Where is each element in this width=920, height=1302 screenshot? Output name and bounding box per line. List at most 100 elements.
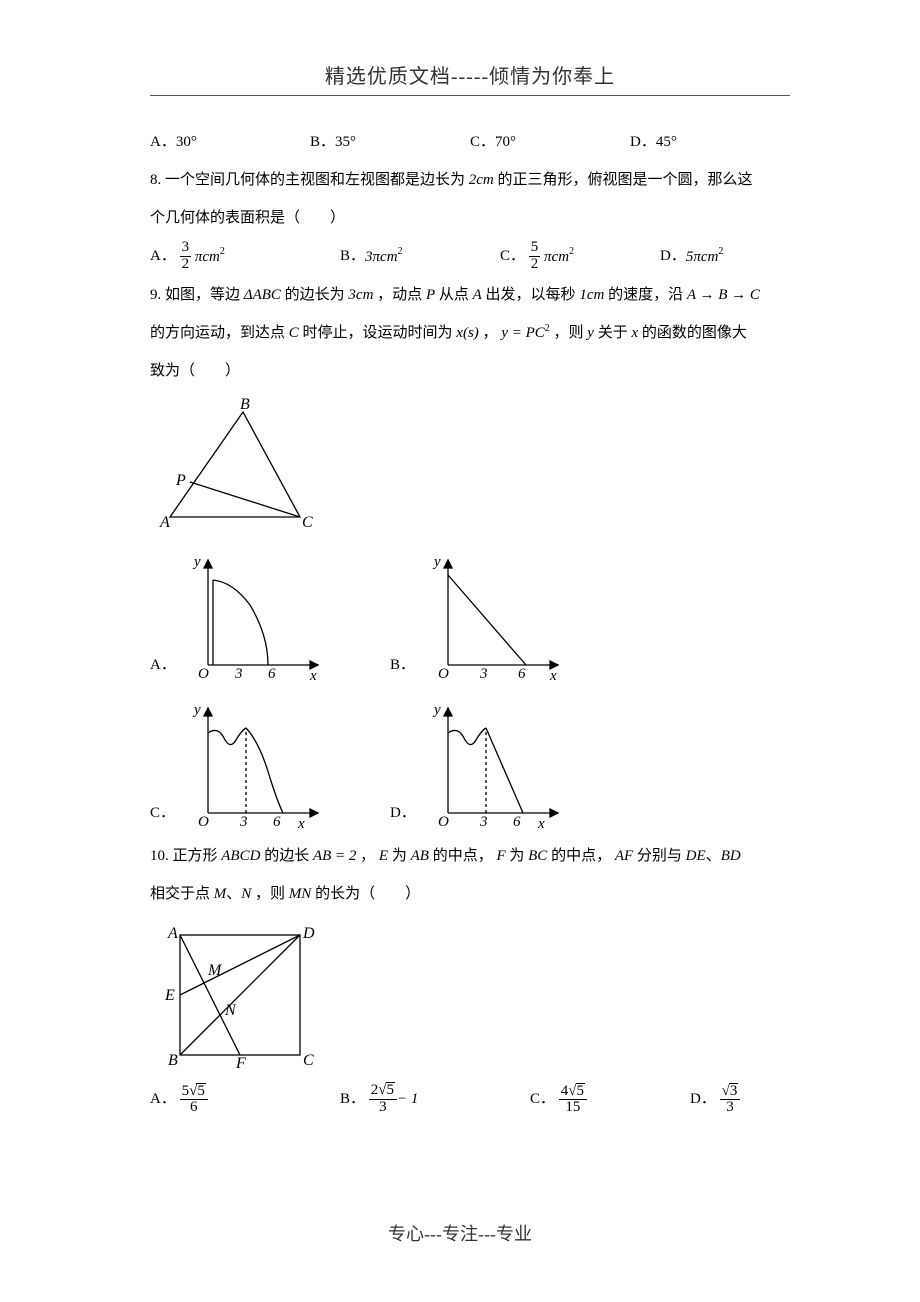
q10C-l: C． — [530, 1091, 555, 1107]
tri-A: A — [159, 514, 170, 531]
q10B-c: 2 — [371, 1082, 379, 1098]
q10a18: BD — [721, 848, 741, 864]
q8-s1a: 8. 一个空间几何体的主视图和左视图都是边长为 — [150, 172, 469, 188]
q10B-t: − 1 — [397, 1081, 418, 1117]
q8-a-label: A． — [150, 248, 176, 264]
q8-options: A． 32 πcm2 B．3πcm2 C． 52 πcm2 D．5πcm2 — [150, 238, 790, 275]
q10a10: F — [496, 848, 505, 864]
q8-s1b: 2cm — [469, 172, 494, 188]
gD-y: y — [432, 702, 441, 718]
q9-cell-d: D． y x O 3 6 — [390, 698, 610, 828]
sq-F: F — [235, 1055, 246, 1070]
q8-c-label: C． — [500, 248, 525, 264]
q9t7: 从点 — [435, 287, 473, 303]
q10D-frac: 3 3 — [720, 1083, 741, 1117]
sq-A: A — [167, 925, 178, 942]
q10D-r: 3 — [729, 1083, 739, 1100]
q10b6: MN — [289, 886, 312, 902]
q9-cell-b: B． y x O 3 6 — [390, 550, 610, 680]
q10-stem-line1: 10. 正方形 ABCD 的边长 AB = 2 ， E 为 AB 的中点， F … — [150, 838, 790, 874]
q10a7: 为 — [388, 848, 411, 864]
q8-c-den: 2 — [529, 257, 541, 273]
q9-stem-line3: 致为（ ） — [150, 353, 790, 389]
gC-x: x — [297, 816, 305, 828]
gA-x: x — [309, 668, 317, 680]
q9t10: 1cm — [579, 287, 604, 303]
q8-opt-b: B．3πcm2 — [340, 238, 500, 275]
gD-t3: 3 — [479, 814, 488, 828]
q9u5: ， — [479, 325, 502, 341]
q10b7: 的长为（ ） — [311, 886, 420, 902]
q10A-l: A． — [150, 1091, 176, 1107]
gB-o: O — [438, 666, 449, 680]
gD-x: x — [537, 816, 545, 828]
q7-opt-a: A．30° — [150, 124, 310, 160]
gC-t6: 6 — [273, 814, 281, 828]
gB-t6: 6 — [518, 666, 526, 680]
page-footer: 专心---专注---专业 — [0, 1220, 920, 1246]
q9t5: ，动点 — [373, 287, 426, 303]
q8-c-num: 5 — [529, 240, 541, 257]
q10C-frac: 45 15 — [559, 1083, 587, 1117]
q10a16: DE — [686, 848, 706, 864]
q10B-r: 5 — [386, 1082, 396, 1099]
q9-graph-d: y x O 3 6 — [418, 698, 568, 828]
q10a9: 的中点， — [429, 848, 497, 864]
q9u8: y — [587, 325, 594, 341]
q10a14: AF — [615, 848, 633, 864]
q8-b-label: B． — [340, 248, 365, 264]
gC-t3: 3 — [239, 814, 248, 828]
q10a11: 为 — [506, 848, 529, 864]
q10-square-figure: A D E B F C M N — [150, 920, 790, 1075]
q9-lab-a: A． — [150, 653, 172, 680]
gD-o: O — [438, 814, 449, 828]
q9t8: A — [473, 287, 482, 303]
tri-P: P — [175, 472, 186, 489]
q9-stem-line2: 的方向运动，到达点 C 时停止，设运动时间为 x(s) ， y = PC2 ，则… — [150, 315, 790, 351]
q8-d-plain: 5πcm — [686, 239, 719, 275]
q9-graph-a: y x O 3 6 — [178, 550, 328, 680]
q9u3: 时停止，设运动时间为 — [299, 325, 457, 341]
gB-y: y — [432, 554, 441, 570]
q10a1: 10. 正方形 — [150, 848, 221, 864]
q7-opt-d: D．45° — [630, 124, 790, 160]
q8-a-num: 3 — [180, 240, 192, 257]
q10a15: 分别与 — [633, 848, 686, 864]
q9t11: 的速度，沿 — [604, 287, 687, 303]
q10b3: 、 — [226, 886, 241, 902]
q10a5: ， — [356, 848, 379, 864]
q10b4: N — [241, 886, 251, 902]
q9t9: 出发，以每秒 — [482, 287, 580, 303]
q9u7: ，则 — [550, 325, 588, 341]
q10A-frac: 55 6 — [180, 1083, 208, 1117]
gD-t6: 6 — [513, 814, 521, 828]
q10a2: ABCD — [221, 848, 260, 864]
q9t6: P — [426, 287, 435, 303]
header-rule — [150, 95, 790, 96]
q9-graph-c: y x O 3 6 — [178, 698, 328, 828]
q8-c-tail: πcm — [544, 239, 569, 275]
gC-y: y — [192, 702, 201, 718]
q8-b-sup: 2 — [398, 246, 403, 257]
q7-options: A．30° B．35° C．70° D．45° — [150, 124, 790, 160]
q8-s1c: 的正三角形，俯视图是一个圆，那么这 — [494, 172, 753, 188]
q9t12: A → B → C — [687, 287, 760, 303]
q10a13: 的中点， — [547, 848, 615, 864]
gA-t6: 6 — [268, 666, 276, 680]
q10C-c: 4 — [561, 1083, 569, 1099]
sq-C: C — [303, 1052, 314, 1069]
q9u11: 的函数的图像大 — [638, 325, 747, 341]
q8-opt-c: C． 52 πcm2 — [500, 238, 660, 275]
q10-opt-a: A． 55 6 — [150, 1081, 340, 1117]
tri-B: B — [240, 397, 250, 413]
q10C-r: 5 — [576, 1083, 586, 1100]
q9u9: 关于 — [594, 325, 632, 341]
q8-a-tail: πcm — [195, 239, 220, 275]
q9t3: 的边长为 — [281, 287, 349, 303]
q10D-d: 3 — [724, 1100, 736, 1116]
q10-opt-b: B． 25 3 − 1 — [340, 1081, 530, 1118]
q9t1: 9. 如图，等边 — [150, 287, 244, 303]
q10-opt-d: D． 3 3 — [690, 1081, 740, 1117]
q10a17: 、 — [706, 848, 721, 864]
q9-graph-b: y x O 3 6 — [418, 550, 568, 680]
